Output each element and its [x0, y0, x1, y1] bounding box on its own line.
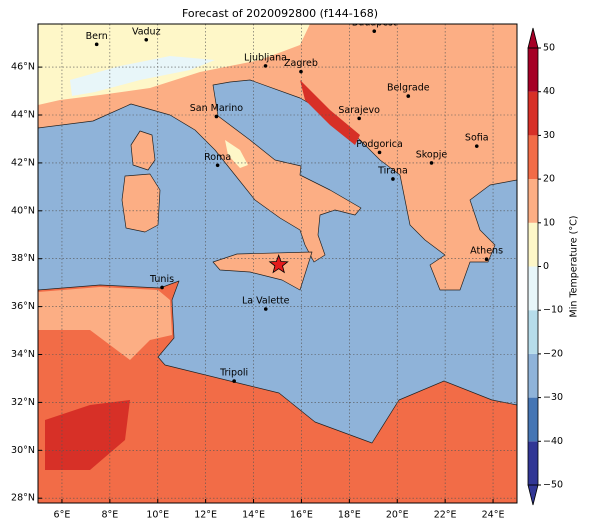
- colorbar-extend-top: [527, 27, 539, 49]
- hot-zone: [45, 400, 130, 470]
- alps-colder: [70, 56, 215, 96]
- city-label: Tirana: [377, 165, 408, 176]
- x-tick-label: 20°E: [386, 510, 409, 521]
- colorbar-bin: [528, 266, 538, 311]
- colorbar-extend-bottom: [527, 484, 539, 506]
- city-label: Ljubljana: [244, 52, 287, 63]
- y-tick-label: 40°N: [11, 205, 35, 216]
- city-label: Tunis: [149, 274, 174, 285]
- city-label: Sofia: [465, 133, 489, 144]
- x-tick-label: 22°E: [434, 510, 457, 521]
- tunisia-mild: [38, 287, 172, 360]
- city-marker: [429, 161, 434, 165]
- axes: 6°E 8°E 10°E 12°E 14°E 16°E 18°E 20°E 22°E 24°E 28…: [11, 62, 504, 521]
- city-marker: [215, 163, 220, 168]
- city-marker: [263, 307, 268, 311]
- colorbar-bin: [528, 441, 538, 485]
- city-marker: [263, 64, 268, 68]
- city-marker: [377, 150, 382, 155]
- colorbar-tick-label: −30: [543, 392, 563, 403]
- city-label: Vaduz: [132, 26, 161, 37]
- colorbar-tick-label: 50: [543, 43, 555, 54]
- city-marker: [160, 285, 164, 290]
- city-marker: [474, 144, 479, 148]
- colorbar-tick-label: −40: [543, 436, 563, 447]
- colorbar-tick-label: 40: [543, 86, 555, 97]
- corsica: [130, 130, 156, 171]
- map-frame: [37, 23, 518, 504]
- colorbar-tick-label: −20: [543, 348, 563, 359]
- sardinia: [121, 173, 161, 233]
- x-tick-label: 24°E: [482, 510, 505, 521]
- colorbar: −50 −40 −30 −20 −10 0 10 20 30 40 50 Min Temperatur…: [527, 27, 580, 506]
- city-label: Athens: [470, 246, 503, 257]
- city-marker: [391, 177, 395, 181]
- colorbar-bin: [528, 222, 538, 267]
- y-tick-label: 28°N: [11, 493, 35, 504]
- y-tick-label: 32°N: [11, 397, 35, 408]
- colorbar-bin: [528, 397, 538, 442]
- x-tick-label: 12°E: [194, 510, 217, 521]
- city-label: Tripoli: [219, 368, 248, 379]
- colorbar-bin: [528, 353, 538, 398]
- city-marker: [372, 29, 377, 33]
- y-tick-label: 46°N: [11, 62, 35, 73]
- x-tick-label: 18°E: [338, 510, 361, 521]
- colorbar-tick-label: 0: [543, 261, 549, 272]
- x-tick-label: 14°E: [242, 510, 265, 521]
- colorbar-bin: [528, 48, 538, 92]
- y-tick-label: 36°N: [11, 301, 35, 312]
- colorbar-tick-label: −10: [543, 305, 563, 316]
- city-label: Bern: [86, 31, 108, 42]
- city-marker: [144, 38, 149, 42]
- city-marker: [94, 42, 99, 47]
- colorbar-label: Min Temperature (°C): [569, 216, 580, 318]
- colorbar-tick-label: 30: [543, 130, 555, 141]
- x-tick-label: 8°E: [101, 510, 118, 521]
- y-tick-label: 30°N: [11, 445, 35, 456]
- x-tick-label: 6°E: [54, 510, 71, 521]
- city-label: Sarajevo: [338, 105, 380, 116]
- colorbar-tick-label: −50: [543, 480, 563, 491]
- city-marker: [357, 116, 361, 121]
- y-tick-label: 42°N: [11, 157, 35, 168]
- colorbar-bin: [528, 91, 538, 136]
- colorbar-bin: [528, 310, 538, 354]
- colorbar-tick-label: 10: [543, 217, 555, 228]
- city-label: Budapest: [352, 18, 397, 29]
- x-tick-label: 10°E: [146, 510, 169, 521]
- x-tick-label: 16°E: [290, 510, 313, 521]
- colorbar-bin: [528, 135, 538, 180]
- city-label: La Valette: [242, 296, 290, 307]
- city-label: Zagreb: [284, 58, 318, 69]
- city-marker: [214, 114, 219, 119]
- y-tick-label: 38°N: [11, 253, 35, 264]
- city-marker: [299, 69, 303, 74]
- city-marker: [484, 257, 489, 261]
- city-label: Podgorica: [356, 139, 403, 150]
- y-tick-label: 34°N: [11, 349, 35, 360]
- hot-zone-2: [300, 80, 360, 145]
- city-label: Skopje: [416, 149, 448, 160]
- city-label: Belgrade: [387, 83, 430, 94]
- city-label: Roma: [204, 152, 231, 163]
- city-marker: [232, 379, 236, 383]
- star-marker: [268, 254, 289, 274]
- title: Forecast of 2020092800 (f144-168): [182, 7, 378, 20]
- apennines-cold: [225, 140, 248, 168]
- y-tick-label: 44°N: [11, 110, 35, 121]
- colorbar-bin: [528, 179, 538, 223]
- city-label: San Marino: [190, 103, 243, 114]
- colorbar-tick-label: 20: [543, 174, 555, 185]
- city-marker: [406, 94, 411, 98]
